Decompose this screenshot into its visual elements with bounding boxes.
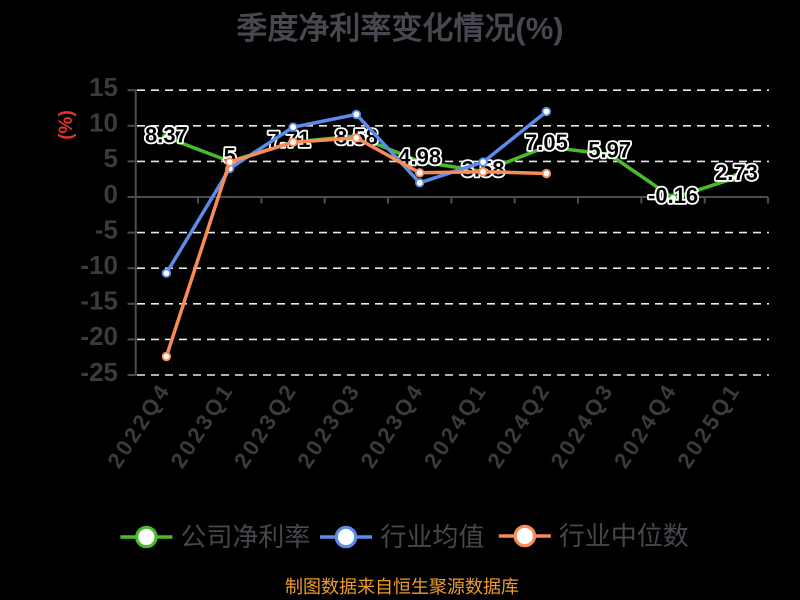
svg-text:2022Q4: 2022Q4 (102, 378, 175, 472)
svg-text:2025Q1: 2025Q1 (672, 378, 745, 472)
svg-text:-25: -25 (80, 357, 118, 387)
svg-text:行业均值: 行业均值 (380, 522, 484, 552)
svg-text:季度净利率变化情况(%): 季度净利率变化情况(%) (236, 11, 563, 46)
svg-text:-0.16: -0.16 (648, 183, 698, 208)
svg-text:2024Q1: 2024Q1 (419, 378, 492, 472)
svg-text:0: 0 (104, 179, 118, 209)
svg-text:2024Q4: 2024Q4 (609, 378, 682, 472)
svg-text:-5: -5 (95, 214, 118, 244)
svg-text:10: 10 (89, 108, 118, 138)
svg-text:2023Q2: 2023Q2 (229, 378, 302, 472)
svg-text:公司净利率: 公司净利率 (180, 522, 310, 552)
svg-text:2024Q3: 2024Q3 (545, 378, 618, 472)
svg-text:7.05: 7.05 (525, 130, 568, 155)
svg-text:2.73: 2.73 (715, 160, 758, 185)
svg-text:2024Q2: 2024Q2 (482, 378, 555, 472)
svg-text:8.37: 8.37 (145, 122, 188, 147)
svg-text:5.97: 5.97 (588, 138, 631, 163)
svg-text:-10: -10 (80, 250, 118, 280)
svg-text:行业中位数: 行业中位数 (559, 521, 689, 551)
svg-text:2023Q3: 2023Q3 (292, 378, 365, 472)
svg-text:2023Q4: 2023Q4 (355, 378, 428, 472)
svg-text:-15: -15 (80, 286, 118, 316)
svg-text:-20: -20 (80, 321, 118, 351)
svg-text:5: 5 (104, 143, 118, 173)
svg-text:2023Q1: 2023Q1 (165, 378, 238, 472)
svg-text:15: 15 (89, 72, 118, 102)
svg-text:制图数据来自恒生聚源数据库: 制图数据来自恒生聚源数据库 (285, 577, 519, 597)
svg-text:(%): (%) (56, 110, 77, 140)
